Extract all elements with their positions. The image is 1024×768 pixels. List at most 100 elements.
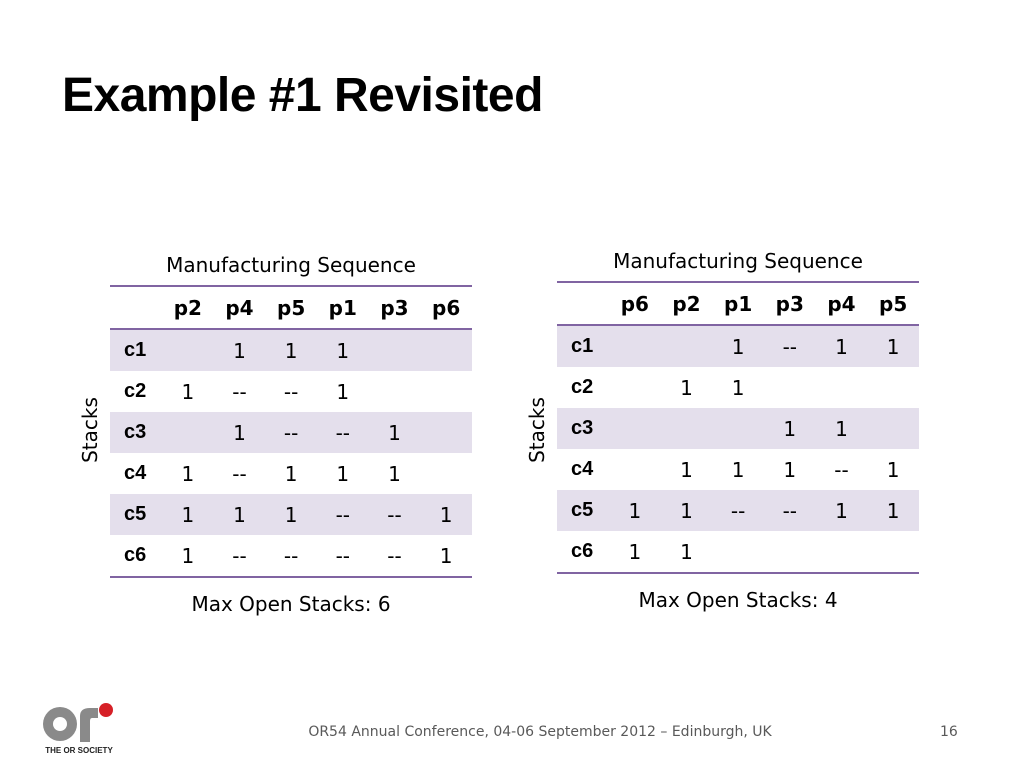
table-cell: -- (368, 494, 421, 535)
table-cell: -- (283, 379, 299, 404)
table-cell (660, 408, 713, 449)
table-cell (816, 367, 868, 408)
row-header: c2 (571, 376, 594, 398)
row-header: c4 (571, 458, 594, 480)
table-row: c6 1 -- -- -- -- 1 (110, 535, 472, 577)
table-cell (712, 408, 764, 449)
table-cell: -- (316, 494, 369, 535)
table-cell: 1 (680, 375, 693, 400)
table-cell: 1 (265, 494, 317, 535)
table-cell: 1 (439, 543, 453, 568)
stacks-axis-label-1: Stacks (78, 397, 102, 463)
table-row: c5 1 1 1 -- -- 1 (110, 494, 472, 535)
table-cell: 1 (660, 490, 713, 531)
table-cell (162, 412, 214, 453)
table-row: c4 1 -- 1 1 1 (110, 453, 472, 494)
table-cell (609, 325, 661, 367)
table-cell: 1 (763, 408, 816, 449)
table-cell: -- (265, 412, 317, 453)
table-row: c4 1 1 1 -- 1 (557, 449, 919, 490)
table-cell: 1 (712, 325, 764, 367)
table-row: c1 1 -- 1 1 (557, 325, 919, 367)
table-cell: 1 (731, 457, 745, 482)
table-cell: 1 (213, 329, 266, 371)
table-cell: 1 (388, 461, 401, 486)
table-cell: 1 (162, 494, 214, 535)
slide-title: Example #1 Revisited (62, 69, 543, 122)
table-cell: -- (763, 490, 816, 531)
table-cell (420, 371, 472, 412)
table-cell: -- (712, 490, 764, 531)
table-row: c3 1 1 (557, 408, 919, 449)
table-cell (660, 325, 713, 367)
sequence-panel-2: Manufacturing Sequence p6 p2 p1 p3 p4 p5 c1 1 --… (557, 244, 919, 612)
row-header: c6 (124, 544, 147, 566)
column-header: p5 (867, 282, 919, 326)
table-cell: -- (387, 543, 402, 568)
column-header: p4 (213, 286, 266, 330)
table-row: c2 1 1 (557, 367, 919, 408)
table-cell: 1 (680, 457, 693, 482)
row-header: c2 (124, 380, 147, 402)
table-cell: 1 (815, 408, 868, 449)
sequence-panel-1: Manufacturing Sequence p2 p4 p5 p1 p3 p6 c1 1 1 1… (110, 248, 472, 616)
max-open-stacks-label: Max Open Stacks: 4 (638, 588, 838, 612)
table-cell: 1 (265, 329, 317, 371)
stacks-axis-label-2: Stacks (525, 397, 549, 463)
table-cell: 1 (609, 490, 661, 531)
table-cell: -- (834, 457, 849, 482)
logo-caption: THE OR SOCIETY (45, 746, 113, 755)
or-logo-icon (43, 703, 113, 742)
corner-cell (110, 286, 162, 330)
table-cell: -- (232, 379, 247, 404)
table-cell: 1 (867, 490, 919, 531)
table-cell: 1 (886, 457, 900, 482)
column-header: p3 (368, 286, 421, 330)
row-header: c1 (110, 329, 162, 371)
table-cell: -- (335, 543, 351, 568)
column-header: p6 (420, 286, 472, 330)
column-header: p6 (609, 282, 661, 326)
table-cell (609, 367, 661, 408)
table-cell: 1 (368, 412, 421, 453)
table-row: c1 1 1 1 (110, 329, 472, 371)
table-cell: 1 (815, 490, 868, 531)
row-header: c1 (557, 325, 609, 367)
table-cell: -- (232, 543, 247, 568)
table-cell (162, 329, 214, 371)
table-cell: 1 (316, 329, 369, 371)
table-cell (712, 531, 764, 573)
table-row: c6 1 1 (557, 531, 919, 573)
sequence-header: Manufacturing Sequence (166, 253, 416, 277)
table-cell: 1 (867, 325, 919, 367)
table-cell: 1 (181, 379, 195, 404)
table-row: c5 1 1 -- -- 1 1 (557, 490, 919, 531)
table-cell (368, 329, 421, 371)
table-cell (867, 367, 919, 408)
table-cell (420, 329, 472, 371)
table-cell (764, 367, 816, 408)
row-header: c6 (571, 540, 594, 562)
table-cell: -- (232, 461, 247, 486)
or-society-logo: THE OR SOCIETY (40, 698, 118, 760)
table-cell (420, 453, 472, 494)
column-header: p1 (316, 286, 369, 330)
table-row: c3 1 -- -- 1 (110, 412, 472, 453)
table-cell: 1 (815, 325, 868, 367)
row-header: c5 (557, 490, 609, 531)
table-cell: 1 (783, 457, 797, 482)
row-header: c4 (124, 462, 147, 484)
column-header: p5 (265, 286, 317, 330)
column-header: p3 (763, 282, 816, 326)
table-cell (867, 408, 919, 449)
row-header: c5 (110, 494, 162, 535)
table-cell: 1 (336, 379, 350, 404)
table-cell (816, 531, 868, 573)
table-cell: 1 (628, 539, 642, 564)
table-row: c2 1 -- -- 1 (110, 371, 472, 412)
conference-footer: OR54 Annual Conference, 04-06 September … (308, 724, 772, 740)
table-cell: 1 (336, 461, 350, 486)
column-header: p2 (660, 282, 713, 326)
table-cell (609, 408, 661, 449)
table-cell: 1 (284, 461, 298, 486)
